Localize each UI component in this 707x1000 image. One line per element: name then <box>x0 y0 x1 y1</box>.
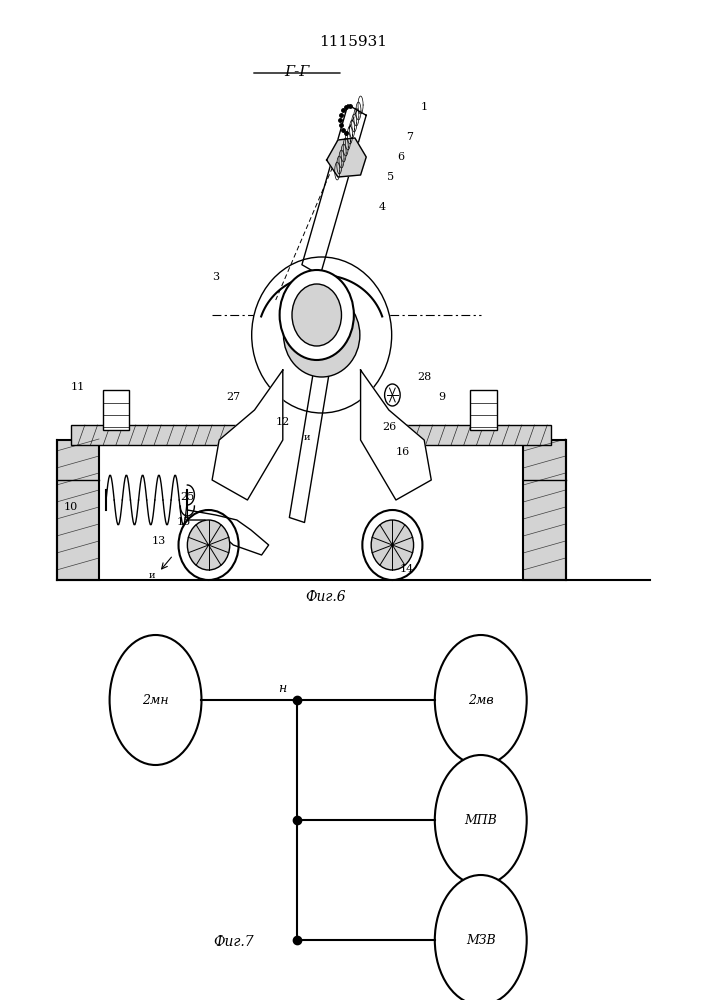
Ellipse shape <box>435 635 527 765</box>
FancyBboxPatch shape <box>57 440 99 580</box>
Text: Г-Г: Г-Г <box>284 65 310 79</box>
Ellipse shape <box>252 257 392 413</box>
Text: 13: 13 <box>152 536 166 546</box>
Ellipse shape <box>435 875 527 1000</box>
Text: МЗВ: МЗВ <box>466 934 496 946</box>
FancyBboxPatch shape <box>103 390 129 430</box>
FancyBboxPatch shape <box>470 390 497 430</box>
Ellipse shape <box>279 270 354 360</box>
Text: Фиг.6: Фиг.6 <box>305 590 346 604</box>
Ellipse shape <box>284 293 360 377</box>
Ellipse shape <box>187 520 230 570</box>
Text: 9: 9 <box>438 392 445 402</box>
FancyBboxPatch shape <box>523 440 566 580</box>
Text: н: н <box>278 682 286 695</box>
Text: 2мн: 2мн <box>142 694 169 706</box>
Polygon shape <box>302 105 366 275</box>
Text: 10: 10 <box>64 502 78 512</box>
Text: 15: 15 <box>177 517 191 527</box>
Text: 16: 16 <box>396 447 410 457</box>
Ellipse shape <box>363 510 423 580</box>
Ellipse shape <box>178 510 239 580</box>
Text: 14: 14 <box>399 564 414 574</box>
Ellipse shape <box>385 384 400 406</box>
Text: 12: 12 <box>276 417 290 427</box>
Text: 1115931: 1115931 <box>320 35 387 49</box>
Text: 4: 4 <box>378 202 385 212</box>
Text: Фиг.7: Фиг.7 <box>213 935 254 949</box>
Text: 6: 6 <box>397 152 404 162</box>
Text: и: и <box>304 433 310 442</box>
Ellipse shape <box>110 635 201 765</box>
Text: 7: 7 <box>407 132 414 142</box>
Polygon shape <box>327 138 366 177</box>
Text: 25: 25 <box>180 492 194 502</box>
Polygon shape <box>212 370 283 500</box>
Text: 11: 11 <box>71 382 85 392</box>
Text: 5: 5 <box>387 172 395 182</box>
Polygon shape <box>187 510 269 555</box>
Text: 28: 28 <box>417 372 431 382</box>
Text: МПВ: МПВ <box>464 814 497 826</box>
Polygon shape <box>289 368 329 522</box>
Text: 26: 26 <box>382 422 396 432</box>
Text: и: и <box>148 571 155 580</box>
Text: 1: 1 <box>421 102 428 112</box>
Polygon shape <box>361 370 431 500</box>
Ellipse shape <box>371 520 414 570</box>
Ellipse shape <box>292 284 341 346</box>
Polygon shape <box>71 425 255 445</box>
Text: 2мв: 2мв <box>468 694 493 706</box>
Text: 3: 3 <box>212 272 219 282</box>
Text: 27: 27 <box>226 392 240 402</box>
Ellipse shape <box>435 755 527 885</box>
Polygon shape <box>368 425 551 445</box>
